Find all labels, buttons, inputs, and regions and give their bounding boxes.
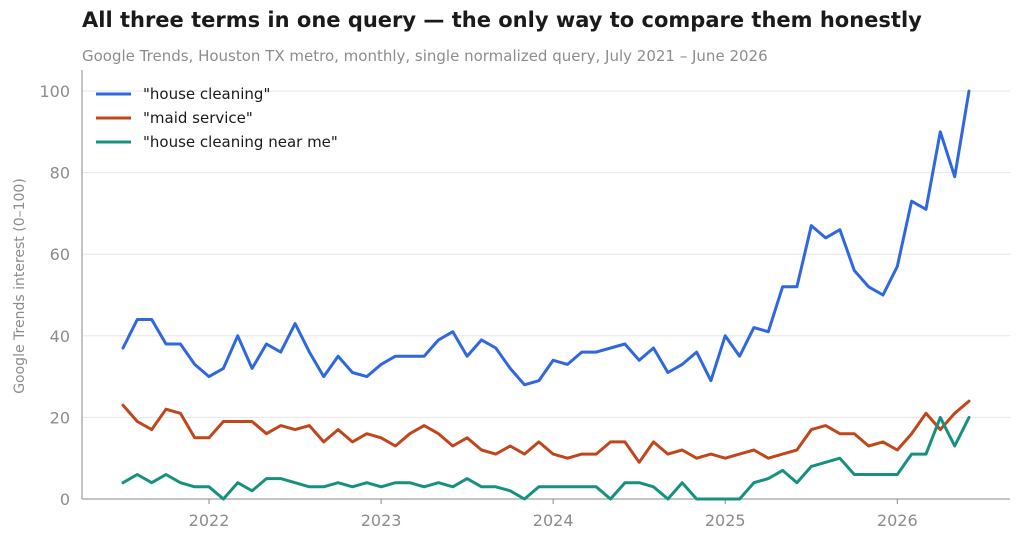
series-line-1	[121, 399, 971, 464]
chart-title: All three terms in one query — the only …	[82, 8, 922, 32]
legend-label: "house cleaning near me"	[143, 133, 338, 151]
y-tick-label: 20	[50, 408, 70, 427]
y-tick-label: 80	[50, 164, 70, 183]
legend-label: "maid service"	[143, 109, 253, 127]
y-tick-label: 0	[60, 490, 70, 509]
x-tick-label: 2026	[877, 511, 918, 530]
x-tick-label: 2023	[361, 511, 402, 530]
y-tick-label: 60	[50, 245, 70, 264]
chart-subtitle: Google Trends, Houston TX metro, monthly…	[82, 47, 768, 65]
x-tick-label: 2022	[189, 511, 230, 530]
legend: "house cleaning" "maid service" "house cle…	[96, 85, 338, 151]
y-tick-label: 100	[39, 82, 70, 101]
legend-label: "house cleaning"	[143, 85, 270, 103]
x-tick-label: 2025	[705, 511, 746, 530]
series-line-0	[121, 89, 971, 387]
y-tick-label: 40	[50, 327, 70, 346]
series-lines	[121, 89, 971, 501]
y-axis-title: Google Trends interest (0–100)	[12, 178, 28, 394]
axes: 0 20 40 60 80 100 2022 2023 2024 2025 2026	[39, 70, 1010, 530]
x-tick-label: 2024	[533, 511, 574, 530]
series-line-2	[121, 415, 971, 501]
